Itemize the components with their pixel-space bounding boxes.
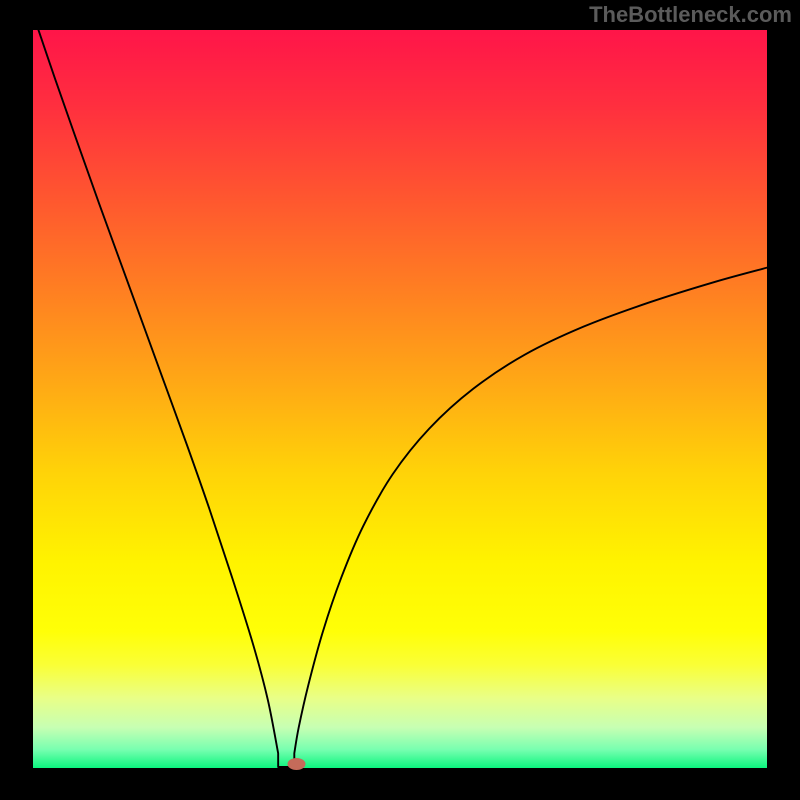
chart-container: TheBottleneck.com [0,0,800,800]
plot-background [33,30,767,768]
optimum-marker [288,758,306,770]
bottleneck-chart [0,0,800,800]
watermark-text: TheBottleneck.com [589,2,792,28]
